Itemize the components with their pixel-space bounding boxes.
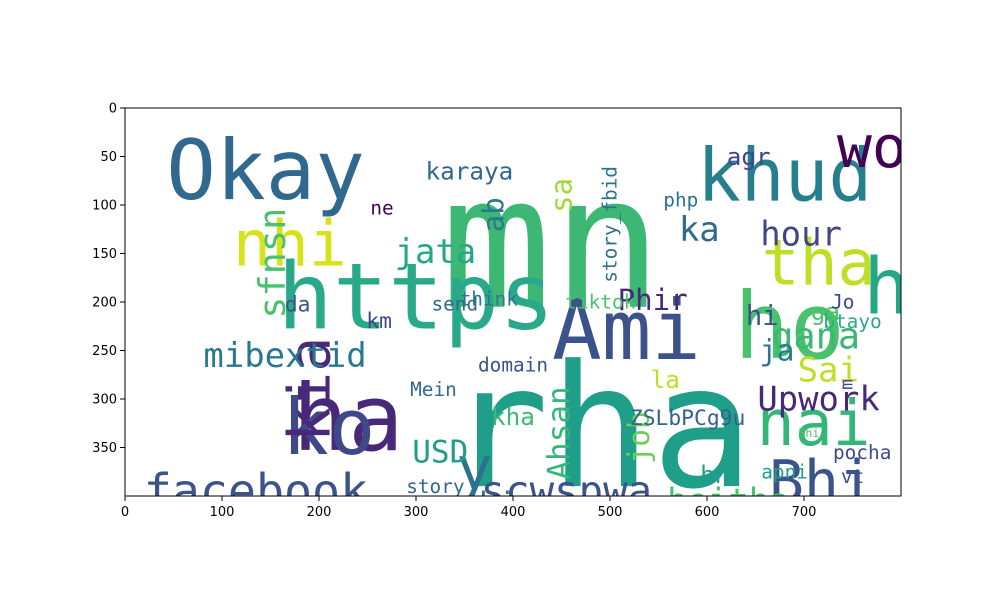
word-49: tiktok [565, 291, 635, 314]
y-tick-label-3: 150 [92, 247, 117, 262]
word-10: h [863, 242, 910, 332]
word-12: ko [282, 383, 375, 473]
word-29: beitha [667, 481, 789, 520]
word-23: gana [771, 314, 860, 357]
word-14: Bhi [769, 447, 874, 515]
word-56: km [366, 309, 392, 334]
word-53: Mein [410, 378, 457, 401]
word-5: ho [734, 273, 845, 380]
word-38: hn [700, 460, 729, 489]
word-9: tha [762, 227, 876, 300]
word-59: ne [370, 196, 393, 219]
word-15: facebook [144, 464, 368, 518]
word-13: nai [757, 387, 871, 460]
word-55: story [406, 475, 464, 498]
y-axis: 0 50 100 150 200 250 300 350 [92, 102, 125, 456]
word-1: rha [447, 329, 754, 527]
word-35: karaya [425, 157, 513, 186]
word-45: Jo [831, 291, 854, 314]
word-22: hour [760, 215, 842, 254]
y-tick-label-7: 350 [92, 441, 117, 456]
x-tick-label-1: 100 [210, 505, 235, 520]
word-51: send [431, 292, 478, 315]
y-tick-label-1: 50 [100, 150, 117, 165]
x-tick-label-6: 600 [695, 505, 720, 520]
word-61: Bhi [798, 426, 819, 440]
y-tick-label-5: 250 [92, 344, 117, 359]
word-21: ka [679, 210, 720, 249]
word-37: ja [759, 334, 794, 368]
word-42: apni [761, 460, 808, 483]
word-4: khud [697, 133, 872, 218]
word-6: Ami [552, 283, 701, 379]
word-7: ha [293, 365, 404, 472]
word-17: kia [275, 337, 343, 442]
word-19: mibextid [203, 336, 366, 375]
word-44: ga [811, 297, 840, 326]
word-26: USD [412, 434, 468, 470]
word-24: Upwork [757, 380, 879, 419]
y-tick-label-0: 0 [109, 102, 117, 117]
y-tick-label-6: 300 [92, 393, 117, 408]
word-57: la [651, 365, 680, 394]
word-41: btayo [823, 310, 881, 333]
word-16: y [456, 434, 492, 504]
word-31: Phir [618, 283, 688, 317]
word-47: php [663, 189, 698, 212]
word-3: Okay [166, 123, 365, 219]
word-32: job [622, 412, 656, 465]
word-40: pocha [833, 441, 891, 464]
word-2: https [277, 244, 554, 351]
word-39: ZSLbPCg9u [630, 406, 745, 431]
x-axis: 0 100 200 300 400 500 600 700 [121, 496, 817, 520]
word-54: kha [491, 402, 535, 431]
word-0: mn [441, 137, 663, 351]
y-tick-label-2: 100 [92, 199, 117, 214]
word-28: rahi [442, 486, 517, 522]
word-48: story_fbid [599, 166, 622, 283]
word-52: domain [478, 354, 548, 377]
x-tick-label-7: 700 [792, 505, 817, 520]
word-60: m [838, 379, 858, 390]
word-43: vt [841, 465, 864, 488]
x-tick-label-5: 500 [598, 505, 623, 520]
word-27: scwspwa [481, 467, 652, 515]
word-58: da [285, 292, 311, 317]
word-34: sa [545, 178, 579, 213]
word-18: sfnsn [251, 208, 294, 319]
word-46: agr [727, 142, 771, 171]
word-20: jata [395, 232, 477, 271]
x-tick-label-4: 400 [501, 505, 526, 520]
x-tick-label-3: 300 [404, 505, 429, 520]
word-25: Sai [798, 350, 859, 389]
word-8: nhi [233, 207, 347, 280]
word-33: ab [477, 197, 511, 232]
x-tick-label-0: 0 [121, 505, 129, 520]
word-30: Ahsan [542, 386, 578, 479]
plot-background [125, 108, 901, 496]
y-tick-label-4: 200 [92, 296, 117, 311]
word-50: think [460, 288, 519, 311]
word-36: hi [746, 301, 779, 332]
x-tick-label-2: 200 [307, 505, 332, 520]
word-11: wo [837, 113, 907, 181]
